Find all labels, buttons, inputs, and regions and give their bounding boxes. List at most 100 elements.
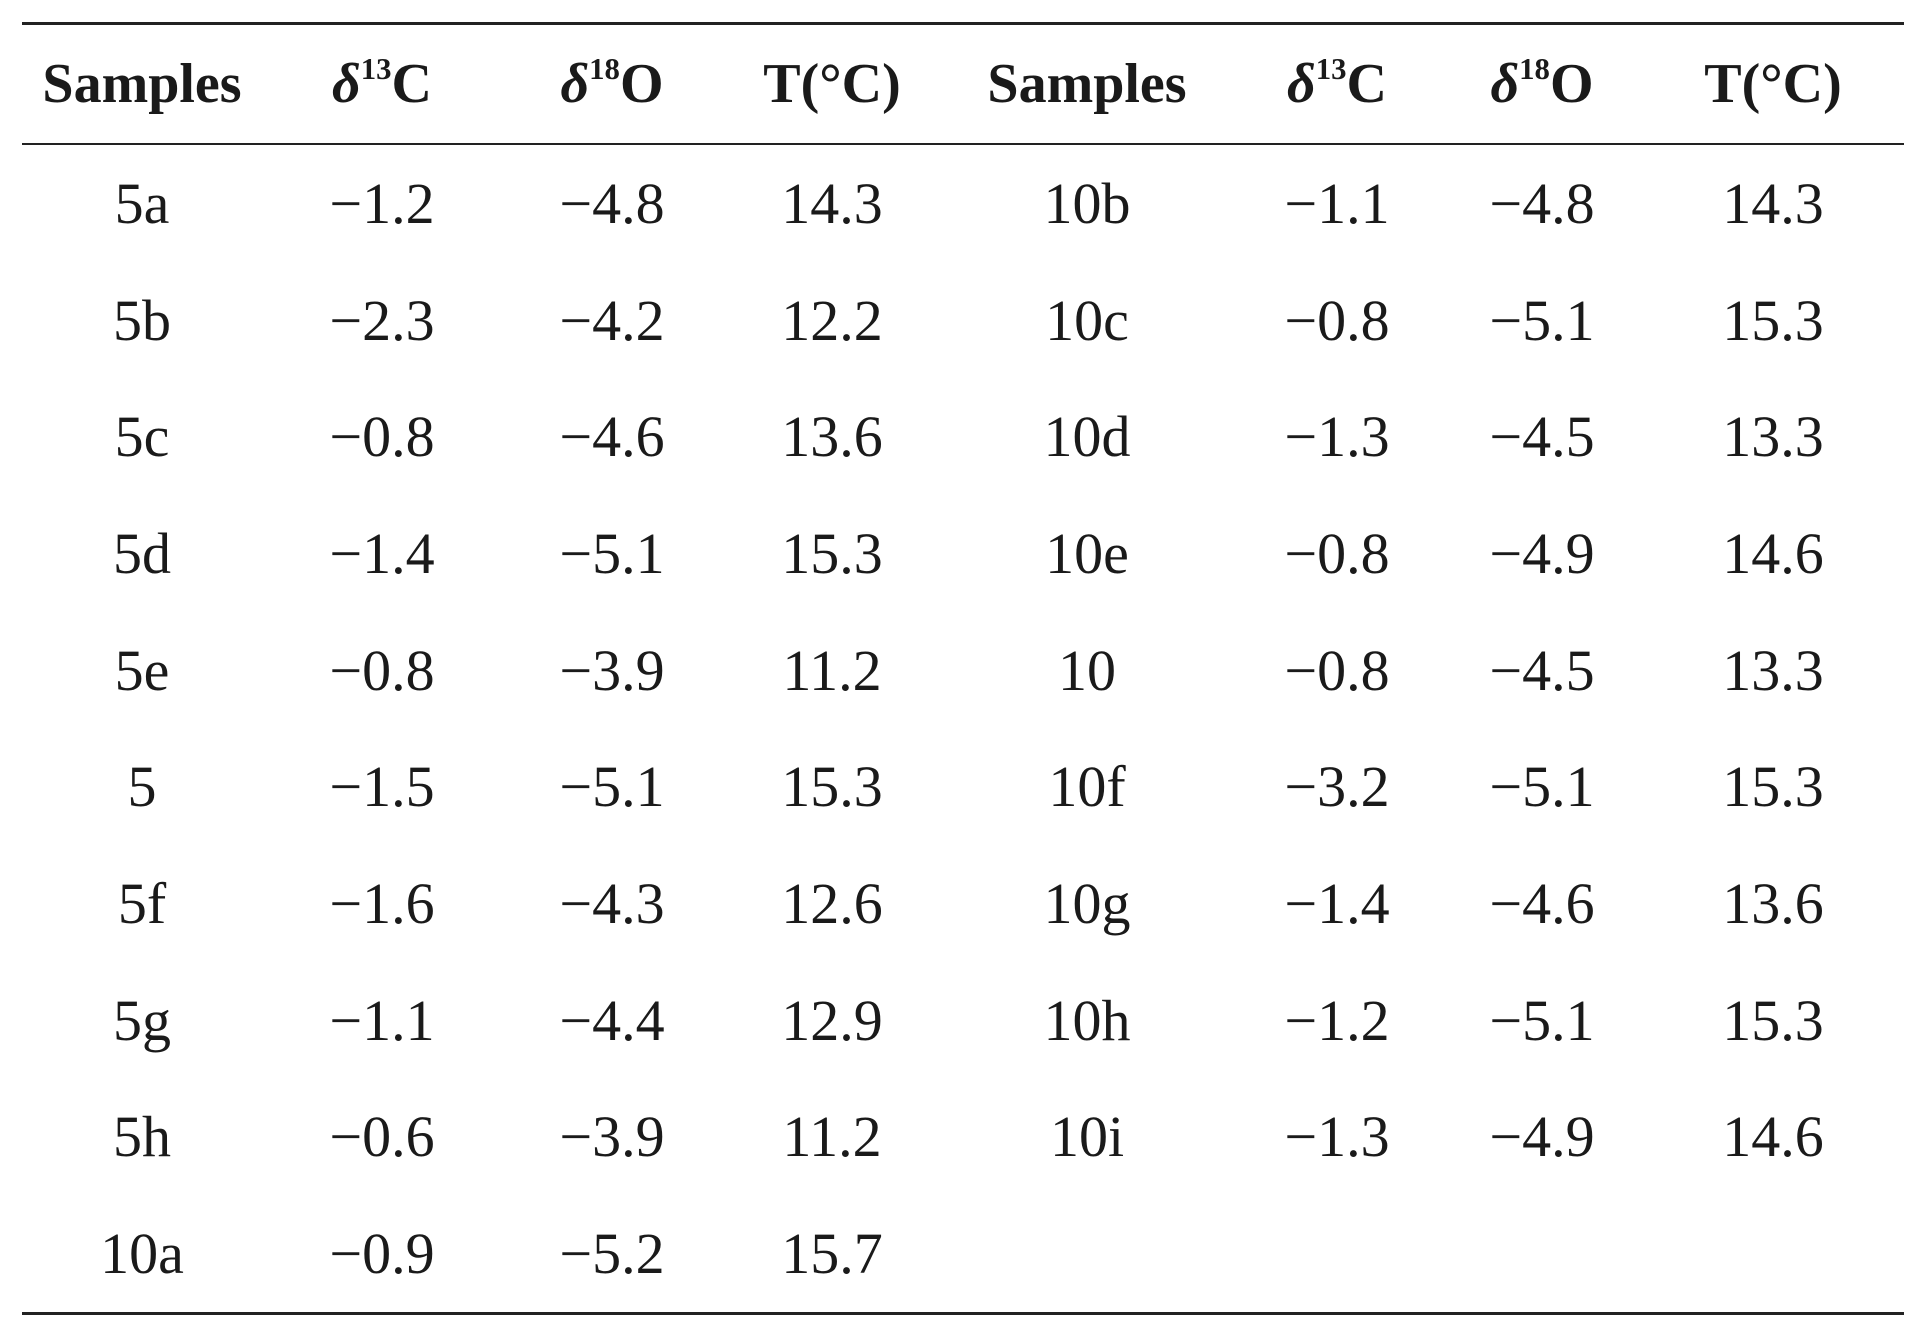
table-cell: [1232, 1195, 1442, 1312]
table-cell: 10: [1058, 637, 1116, 703]
table-cell: −1.4: [329, 520, 435, 586]
table-cell: −1.6: [329, 870, 435, 936]
header-label: T(°C): [763, 53, 901, 115]
delta-symbol: δ: [1287, 53, 1316, 115]
table-row: 5b −2.3 −4.2 12.2 10c −0.8 −5.1 15.3: [22, 262, 1904, 379]
table-cell: 14.6: [1722, 520, 1824, 586]
isotope-mass-superscript: 13: [1315, 51, 1347, 86]
delta-symbol: δ: [1490, 53, 1520, 115]
bottom-rule: [22, 1311, 1904, 1315]
table-cell: −4.2: [559, 287, 665, 353]
table-cell: −4.4: [559, 987, 665, 1053]
table-cell: [1442, 1195, 1642, 1312]
table-cell: −1.2: [1284, 987, 1390, 1053]
table-cell: 15.3: [1722, 754, 1824, 820]
table-cell: 5b: [113, 287, 171, 353]
table-cell: 14.3: [1722, 170, 1824, 236]
table-cell: 10g: [1043, 870, 1131, 936]
table-cell: 5: [127, 754, 157, 820]
table-row: 10a −0.9 −5.2 15.7: [22, 1195, 1904, 1312]
table-cell: 15.3: [1722, 287, 1824, 353]
isotope-mass-superscript: 18: [1519, 51, 1550, 86]
table-cell: −0.8: [1284, 520, 1390, 586]
data-table: Samples δ13C δ18O T(°C) Samples δ13C δ18…: [22, 25, 1904, 143]
table-cell: 13.3: [1722, 637, 1824, 703]
table-cell: 10a: [100, 1221, 184, 1287]
header-cell: T(°C): [1642, 25, 1904, 143]
table-row: 5e −0.8 −3.9 11.2 10 −0.8 −4.5 13.3: [22, 612, 1904, 729]
isotope-element: O: [619, 53, 664, 115]
header-cell: δ18O: [1442, 25, 1642, 143]
table-cell: −1.1: [329, 987, 435, 1053]
table-row: 5f −1.6 −4.3 12.6 10g −1.4 −4.6 13.6: [22, 845, 1904, 962]
table-cell: 12.6: [781, 870, 883, 936]
table-cell: 10c: [1045, 287, 1129, 353]
table-cell: −0.8: [1284, 637, 1390, 703]
table-cell: −1.4: [1284, 870, 1390, 936]
table-cell: 5c: [114, 404, 170, 470]
table-cell: −4.9: [1489, 1104, 1595, 1170]
table-cell: −1.3: [1284, 404, 1390, 470]
table-cell: −3.2: [1284, 754, 1390, 820]
table-cell: −1.1: [1284, 170, 1390, 236]
isotope-data-table: Samples δ13C δ18O T(°C) Samples δ13C δ18…: [22, 22, 1904, 1315]
table-cell: −0.9: [329, 1221, 435, 1287]
table-cell: −5.1: [559, 754, 665, 820]
table-row: 5a −1.2 −4.8 14.3 10b −1.1 −4.8 14.3: [22, 145, 1904, 262]
table-cell: 10f: [1048, 754, 1126, 820]
table-cell: 15.3: [1722, 987, 1824, 1053]
table-cell: −4.6: [1489, 870, 1595, 936]
isotope-mass-superscript: 18: [589, 51, 620, 86]
header-cell: Samples: [22, 25, 262, 143]
isotope-element: C: [1346, 53, 1387, 115]
data-table-body: 5a −1.2 −4.8 14.3 10b −1.1 −4.8 14.3 5b −2.3 −4.2 1…: [22, 145, 1904, 1312]
table-cell: 15.3: [781, 520, 883, 586]
isotope-mass-superscript: 13: [360, 51, 392, 86]
table-cell: −4.8: [1489, 170, 1595, 236]
table-cell: 14.6: [1722, 1104, 1824, 1170]
table-cell: 14.3: [781, 170, 883, 236]
header-cell: δ13C: [1232, 25, 1442, 143]
table-cell: 15.7: [781, 1221, 883, 1287]
table-cell: −3.9: [559, 637, 665, 703]
header-cell: Samples: [942, 25, 1232, 143]
delta-symbol: δ: [560, 53, 590, 115]
table-cell: −5.1: [1489, 287, 1595, 353]
header-cell: δ13C: [262, 25, 502, 143]
table-row: 5h −0.6 −3.9 11.2 10i −1.3 −4.9 14.6: [22, 1079, 1904, 1196]
table-cell: 10b: [1043, 170, 1131, 236]
table-row: 5d −1.4 −5.1 15.3 10e −0.8 −4.9 14.6: [22, 495, 1904, 612]
table-cell: 12.9: [781, 987, 883, 1053]
table-cell: −4.9: [1489, 520, 1595, 586]
table-cell: −4.3: [559, 870, 665, 936]
table-cell: −0.8: [329, 404, 435, 470]
table-cell: 13.6: [781, 404, 883, 470]
isotope-element: C: [391, 53, 432, 115]
table-cell: [1642, 1195, 1904, 1312]
table-cell: 11.2: [782, 637, 882, 703]
delta-symbol: δ: [332, 53, 361, 115]
table-cell: −5.1: [1489, 987, 1595, 1053]
table-cell: 10e: [1045, 520, 1129, 586]
isotope-element: O: [1549, 53, 1594, 115]
table-cell: 15.3: [781, 754, 883, 820]
table-cell: −5.1: [559, 520, 665, 586]
table-cell: −1.2: [329, 170, 435, 236]
table-cell: 5a: [114, 170, 170, 236]
table-cell: 13.3: [1722, 404, 1824, 470]
table-cell: −4.5: [1489, 637, 1595, 703]
header-rule: [22, 143, 1904, 145]
table-cell: 11.2: [782, 1104, 882, 1170]
header-label: Samples: [987, 53, 1187, 115]
table-cell: −0.8: [329, 637, 435, 703]
table-cell: 5h: [113, 1104, 171, 1170]
table-cell: −3.9: [559, 1104, 665, 1170]
header-label: Samples: [42, 53, 242, 115]
table-cell: −4.8: [559, 170, 665, 236]
table-cell: −5.2: [559, 1221, 665, 1287]
table-cell: 13.6: [1722, 870, 1824, 936]
table-cell: −4.5: [1489, 404, 1595, 470]
top-rule: [22, 22, 1904, 25]
table-cell: 12.2: [781, 287, 883, 353]
table-cell: −1.3: [1284, 1104, 1390, 1170]
